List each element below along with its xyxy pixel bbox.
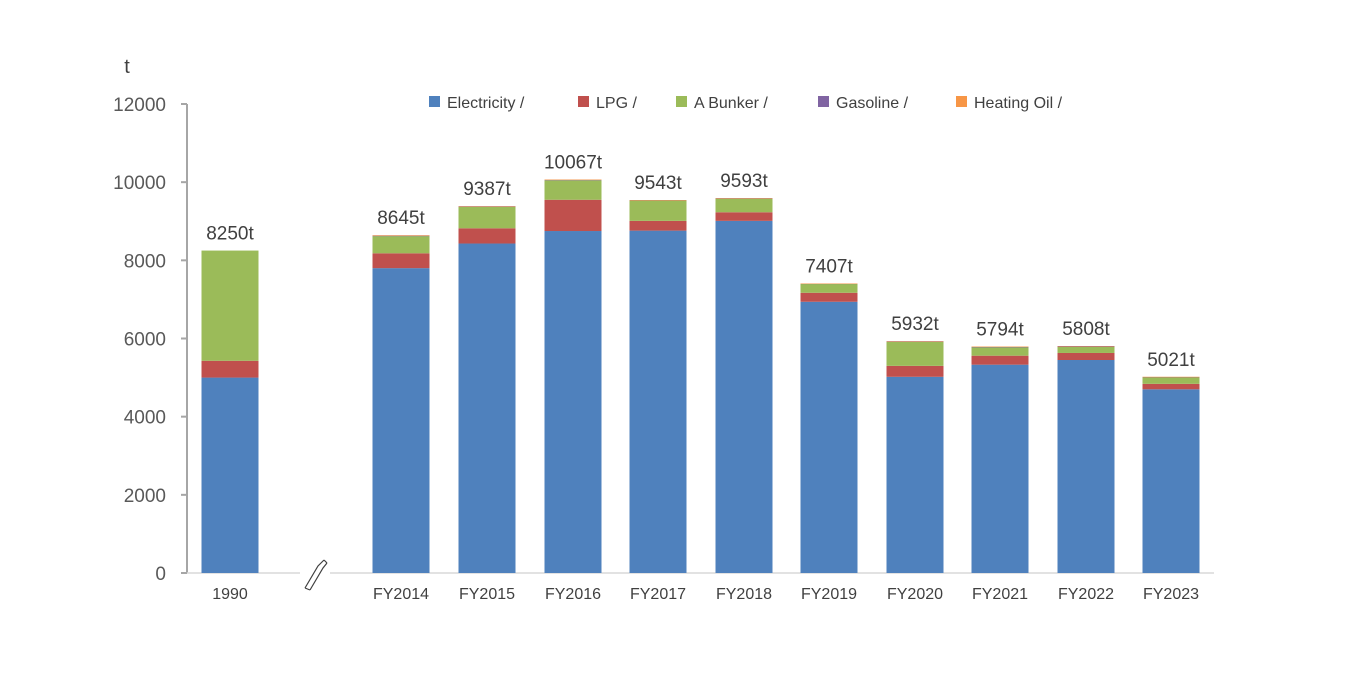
y-axis-unit-label: t <box>124 56 130 78</box>
bar-segment <box>629 230 687 573</box>
bar-segment <box>1057 352 1115 360</box>
bar-segment <box>800 283 858 285</box>
bar-segment <box>458 206 516 207</box>
bar-segment <box>886 365 944 377</box>
total-labels: 8250t 8645t 9387t 10067t 9543t 9593t 7407t 5932… <box>206 153 1195 371</box>
x-tick-label: FY2014 <box>373 586 429 603</box>
bar-segment <box>544 199 602 232</box>
total-label: 9387t <box>463 179 511 200</box>
y-tick-label: 0 <box>155 564 166 585</box>
bar-segment <box>1057 346 1115 348</box>
bar-segment <box>1142 389 1200 573</box>
total-label: 5021t <box>1147 350 1195 371</box>
legend-swatch <box>676 96 687 107</box>
bar-segment <box>372 235 430 237</box>
bar-segment <box>458 243 516 573</box>
bar-segment <box>886 341 944 366</box>
total-label: 8250t <box>206 224 254 245</box>
total-label: 5794t <box>976 320 1024 341</box>
total-label: 8645t <box>377 208 425 229</box>
bar-segment <box>629 200 687 201</box>
bar-segment <box>372 235 430 236</box>
y-tick-label: 2000 <box>124 486 166 507</box>
total-label: 9543t <box>634 173 682 194</box>
bar-segment <box>971 346 1029 348</box>
bar-segment <box>458 206 516 207</box>
total-label: 9593t <box>720 171 768 192</box>
x-tick-label: FY2020 <box>887 586 943 603</box>
x-tick-label: FY2017 <box>630 586 686 603</box>
bar-segment <box>886 341 944 342</box>
bar-segment <box>458 206 516 229</box>
bar-segment <box>201 360 259 378</box>
legend: Electricity / LPG / A Bunker / Gasoline / He… <box>429 95 1063 112</box>
y-tick-label: 8000 <box>124 251 166 272</box>
legend-swatch <box>578 96 589 107</box>
bar-segment <box>886 341 944 342</box>
bar-segment <box>1057 346 1115 347</box>
x-tick-label: FY2021 <box>972 586 1028 603</box>
bar-segment <box>372 253 430 269</box>
y-tick-label: 4000 <box>124 408 166 429</box>
bar-segment <box>544 179 602 181</box>
bar-segment <box>800 283 858 293</box>
bar-segment <box>544 180 602 200</box>
total-label: 10067t <box>544 153 603 174</box>
total-label: 5932t <box>891 314 939 335</box>
bar-segment <box>372 268 430 573</box>
bar-segment <box>971 347 1029 356</box>
x-tick-label: 1990 <box>212 586 248 603</box>
bar-segment <box>886 376 944 573</box>
bar-segment <box>1142 376 1200 378</box>
bar-segment <box>715 220 773 573</box>
bar-segment <box>458 228 516 244</box>
y-axis: 0 2000 4000 6000 8000 10000 12000 <box>113 95 188 585</box>
bar-segment <box>372 236 430 254</box>
bar-segment <box>800 301 858 573</box>
total-label: 7407t <box>805 257 853 278</box>
legend-label: LPG / <box>596 95 637 112</box>
legend-label: A Bunker / <box>694 95 768 112</box>
x-tick-label: FY2023 <box>1143 586 1199 603</box>
bar-segment <box>1057 346 1115 353</box>
bar-segment <box>544 231 602 574</box>
bar-segment <box>1142 383 1200 390</box>
bar-segment <box>800 292 858 302</box>
bar-segment <box>971 346 1029 348</box>
x-tick-label: FY2018 <box>716 586 772 603</box>
legend-label: Gasoline / <box>836 95 909 112</box>
bar-segment <box>715 198 773 213</box>
y-tick-label: 6000 <box>124 330 166 351</box>
bar-segment <box>715 212 773 221</box>
legend-label: Electricity / <box>447 95 525 112</box>
x-tick-label: FY2015 <box>459 586 515 603</box>
bar-segment <box>715 198 773 199</box>
bar-segment <box>201 377 259 573</box>
bar-segment <box>629 200 687 221</box>
axis-break-icon <box>300 559 330 591</box>
bars <box>201 179 1200 574</box>
bar-segment <box>1142 377 1200 384</box>
legend-swatch <box>429 96 440 107</box>
legend-label: Heating Oil / <box>974 95 1063 112</box>
y-tick-label: 12000 <box>113 95 166 116</box>
y-tick-label: 10000 <box>113 173 166 194</box>
bar-segment <box>544 179 602 181</box>
legend-swatch <box>956 96 967 107</box>
bar-segment <box>971 355 1029 365</box>
bar-segment <box>1057 359 1115 573</box>
x-axis: 1990 FY2014 FY2015 FY2016 FY2017 FY2018 FY2019… <box>187 572 1214 603</box>
bar-segment <box>201 250 259 361</box>
bar-segment <box>629 220 687 231</box>
x-tick-label: FY2016 <box>545 586 601 603</box>
legend-swatch <box>818 96 829 107</box>
x-tick-label: FY2022 <box>1058 586 1114 603</box>
total-label: 5808t <box>1062 319 1110 340</box>
x-tick-label: FY2019 <box>801 586 857 603</box>
bar-segment <box>971 364 1029 573</box>
